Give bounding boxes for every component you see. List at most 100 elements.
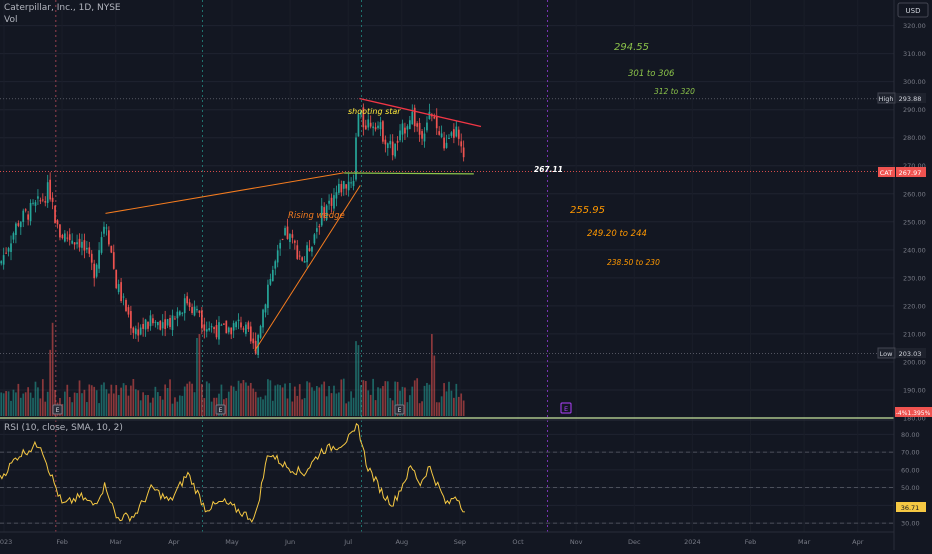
candle-body (249, 326, 252, 342)
volume-bar (81, 393, 83, 416)
volume-bar (426, 382, 428, 416)
earnings-marker-letter: E (219, 407, 223, 414)
candle-body (166, 319, 169, 326)
candle-body (328, 200, 330, 204)
volume-bar (169, 379, 171, 416)
candle-body (19, 221, 22, 228)
volume-bar (225, 398, 228, 416)
time-tick-label: Feb (56, 538, 68, 546)
candle-body (63, 233, 66, 242)
volume-title[interactable]: Vol (4, 15, 18, 25)
earnings-marker[interactable]: E (52, 404, 63, 415)
volume-bar (457, 396, 460, 416)
candle-body (389, 140, 392, 145)
volume-bar (183, 386, 186, 416)
earnings-marker-upcoming[interactable]: E (560, 402, 572, 414)
volume-bar (198, 334, 201, 416)
candle-body (323, 207, 326, 219)
volume-bar (63, 391, 66, 416)
volume-bar (83, 389, 86, 416)
volume-bar (404, 387, 406, 416)
volume-bar (284, 383, 286, 416)
candle-body (205, 329, 208, 332)
volume-bar (460, 393, 463, 416)
symbol-tag-label: CAT (880, 169, 892, 177)
volume-bar (318, 387, 321, 416)
volume-bar (362, 380, 365, 416)
time-tick-label: Oct (512, 538, 524, 546)
currency-button[interactable] (897, 2, 929, 18)
volume-bar (293, 386, 296, 416)
time-tick-label: Aug (395, 538, 408, 546)
candle-body (186, 296, 189, 304)
candle-body (210, 326, 213, 328)
volume-bar (345, 403, 348, 416)
earnings-marker-letter: E (398, 407, 402, 414)
low-value: 203.03 (899, 350, 922, 358)
volume-bar (455, 383, 458, 416)
price-tick-label: 240.00 (903, 246, 926, 254)
symbol-title[interactable]: Caterpillar, Inc., 1D, NYSE (4, 3, 121, 13)
volume-bar (178, 395, 181, 416)
candle-body (56, 220, 59, 225)
candle-body (46, 182, 49, 203)
rsi-tick-label: 30.00 (901, 520, 920, 528)
volume-bar (443, 383, 445, 416)
candle-body (296, 245, 299, 259)
wedge-lower-line (254, 185, 361, 352)
earnings-marker[interactable]: E (394, 404, 405, 415)
volume-bar (379, 388, 382, 416)
earnings-marker[interactable]: E (215, 404, 226, 415)
candle-body (120, 282, 122, 302)
time-tick-label: 2024 (684, 538, 701, 546)
price-tick-label: 230.00 (903, 274, 926, 282)
candle-body (98, 250, 100, 269)
volume-bar (335, 393, 338, 416)
volume-bar (46, 391, 49, 416)
volume-bar (24, 392, 27, 416)
volume-bar (306, 381, 308, 416)
time-tick-label: Mar (798, 538, 811, 546)
candle-body (95, 264, 98, 277)
volume-bar (29, 392, 32, 416)
volume-bar (22, 393, 25, 416)
candle-body (191, 307, 193, 313)
price-tick-label: 280.00 (903, 134, 926, 142)
candle-body (394, 143, 397, 157)
volume-bar (78, 380, 81, 416)
candle-body (301, 257, 304, 261)
volume-bar (453, 397, 455, 416)
volume-bar (448, 381, 450, 416)
volume-bar (347, 401, 350, 416)
candle-body (396, 140, 399, 143)
volume-bar (176, 401, 179, 416)
volume-bar (394, 381, 397, 416)
volume-bar (462, 400, 465, 416)
price-axis[interactable]: 320.00 310.00 300.00 290.00 280.00 270.00 260.… (903, 22, 926, 422)
volume-bar (93, 386, 96, 416)
candle-body (22, 210, 25, 222)
candle-body (105, 227, 108, 229)
volume-bar (301, 399, 304, 416)
candle-body (49, 179, 52, 200)
candle-body (110, 245, 113, 253)
volume-bar (313, 390, 316, 416)
candle-body (259, 326, 262, 338)
candle-body (355, 137, 357, 180)
time-axis[interactable]: 2023 Feb Mar Apr May Jun Jul Aug Sep Oct Nov Dec 202… (0, 538, 864, 546)
candle-body (440, 133, 443, 137)
volume-bar (245, 382, 247, 416)
earnings-marker-box (394, 404, 405, 415)
time-tick-label: Jun (284, 538, 295, 546)
candle-body (215, 325, 218, 338)
candle-body (108, 230, 110, 245)
volume-bar (423, 385, 426, 416)
volume-bar (315, 385, 318, 416)
volume-bar (142, 392, 144, 416)
volume-bar (438, 402, 441, 416)
shooting-star-label: shooting star (348, 107, 401, 116)
candle-body (159, 320, 162, 330)
rsi-title[interactable]: RSI (10, close, SMA, 10, 2) (4, 423, 123, 433)
rsi-line (0, 422, 465, 523)
